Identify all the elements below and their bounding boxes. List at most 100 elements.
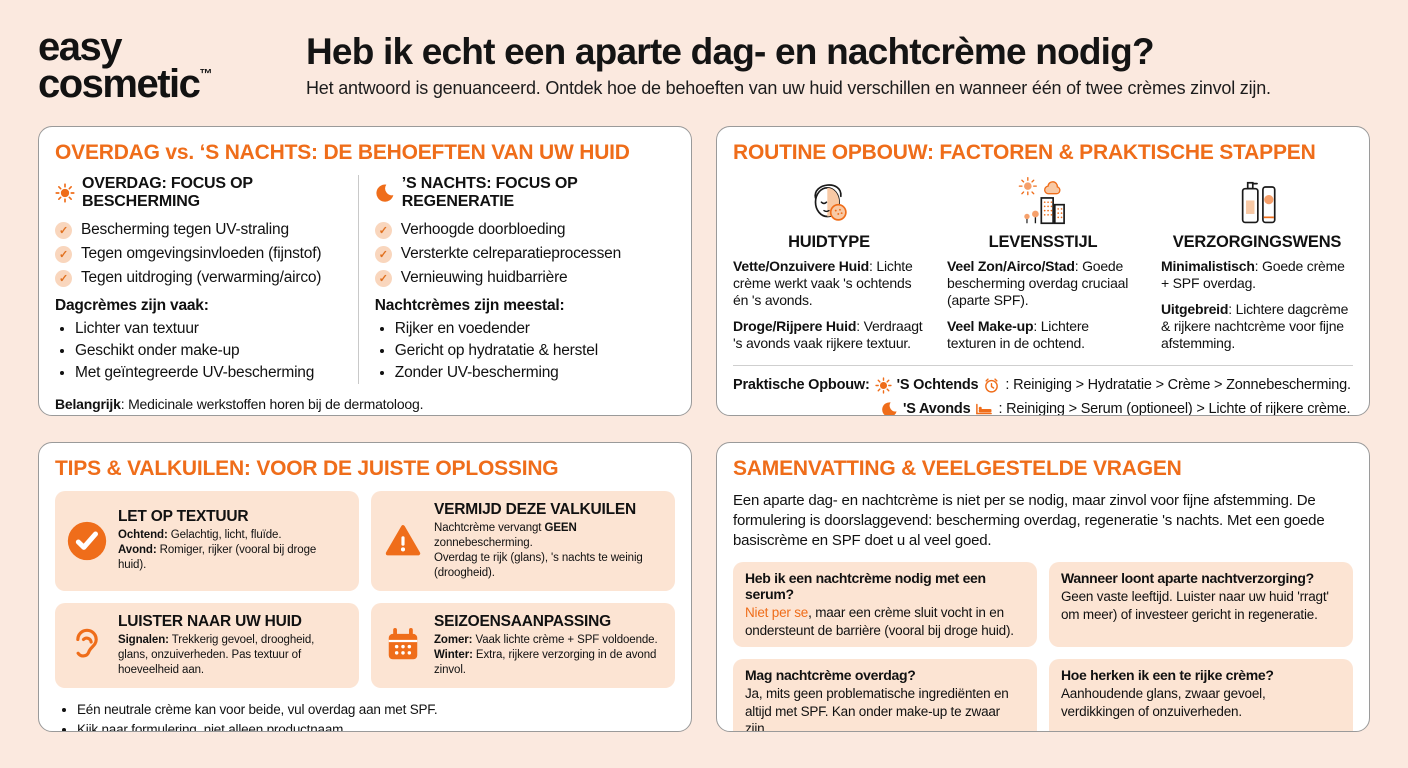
list-item: ✓ Bescherming tegen UV-straling — [55, 221, 344, 239]
page-subtitle: Het antwoord is genuanceerd. Ontdek hoe … — [306, 78, 1271, 99]
sun-icon — [874, 377, 892, 395]
header-text: Heb ik echt een aparte dag- en nachtcrèm… — [306, 30, 1370, 100]
check-icon: ✓ — [55, 221, 72, 239]
factor-paragraph: Droge/Rijpere Huid: Verdraagt 's avonds … — [733, 318, 923, 352]
moon-icon — [375, 183, 395, 203]
faq-item: Heb ik een nachtcrème nodig met een seru… — [733, 562, 1037, 648]
day-list-title: Dagcrèmes zijn vaak: — [55, 297, 209, 314]
faq-question: Wanneer loont aparte nachtverzorging? — [1061, 570, 1314, 587]
list-item: Zonder UV-bescherming — [395, 362, 675, 384]
factor-carewish: VERZORGINGSWENS Minimalistisch: Goede cr… — [1161, 175, 1353, 361]
list-item: ✓ Versterkte celreparatieprocessen — [374, 245, 675, 263]
evening-routine: 'S Avonds : Reiniging > Serum (optioneel… — [881, 398, 1353, 415]
day-heading: OVERDAG: FOCUS OP BESCHERMING — [55, 175, 344, 211]
practical-steps: Praktische Opbouw: 'S Ochtends : Reinigi… — [733, 374, 1353, 415]
factor-lifestyle: LEVENSSTIJL Veel Zon/Airco/Stad: Goede b… — [947, 175, 1139, 361]
factor-paragraph: Uitgebreid: Lichtere dagcrème & rijkere … — [1161, 301, 1349, 352]
list-item: ✓ Tegen uitdroging (verwarming/airco) — [55, 269, 344, 287]
factor-paragraph: Minimalistisch: Goede crème + SPF overda… — [1161, 258, 1345, 292]
card4-title: SAMENVATTING & VEELGESTELDE VRAGEN — [733, 457, 1182, 480]
night-list-title: Nachtcrèmes zijn meestal: — [374, 297, 565, 314]
brand-logo: easy cosmetic™ — [38, 25, 270, 104]
tip-line: Signalen: Trekkerig gevoel, droogheid, g… — [118, 633, 315, 676]
card3-title: TIPS & VALKUILEN: VOOR DE JUISTE OPLOSSI… — [55, 457, 559, 480]
list-item: ✓ Verhoogde doorbloeding — [374, 221, 675, 239]
calendar-icon — [383, 626, 423, 664]
bed-icon — [975, 400, 993, 415]
check-icon: ✓ — [374, 221, 392, 239]
tip-line: Nachtcrème vervangt GEEN zonnebeschermin… — [434, 522, 577, 549]
divider — [733, 365, 1353, 367]
page-title: Heb ik echt een aparte dag- en nachtcrèm… — [306, 30, 1155, 72]
face-icon — [733, 175, 925, 231]
factor-skintype: HUIDTYPE Vette/Onzuivere Huid: Lichte cr… — [733, 175, 925, 361]
list-item: Gericht op hydratatie & herstel — [395, 340, 675, 362]
tip-season-box: SEIZOENSAANPASSING Zomer: Vaak lichte cr… — [371, 602, 675, 688]
tip-texture-box: LET OP TEXTUUR Ochtend: Gelachtig, licht… — [55, 491, 359, 591]
warning-icon — [383, 522, 423, 560]
factor-paragraph: Veel Make-up: Lichtere texturen in de oc… — [947, 318, 1089, 352]
tip-text: LET OP TEXTUUR Ochtend: Gelachtig, licht… — [118, 508, 347, 573]
factor-title: LEVENSSTIJL — [988, 233, 1098, 251]
faq-answer: Niet per se, maar een crème sluit vocht … — [745, 605, 1014, 638]
tip-listen-box: LUISTER NAAR UW HUID Signalen: Trekkerig… — [55, 602, 359, 688]
list-item: ✓ Vernieuwing huidbarrière — [374, 269, 675, 287]
factor-columns: HUIDTYPE Vette/Onzuivere Huid: Lichte cr… — [733, 175, 1353, 361]
faq-question: Hoe herken ik een te rijke crème? — [1061, 667, 1274, 684]
tip-text: LUISTER NAAR UW HUID Signalen: Trekkerig… — [118, 613, 347, 678]
factor-title: VERZORGINGSWENS — [1172, 233, 1342, 251]
factor-paragraph: Vette/Onzuivere Huid: Lichte crème werkt… — [733, 258, 913, 309]
alarm-clock-icon — [983, 377, 1000, 394]
night-heading-label: ’S NACHTS: FOCUS OP REGENERATIE — [401, 175, 578, 210]
faq-question: Heb ik een nachtcrème nodig met een seru… — [745, 570, 986, 603]
brand-line1: easy — [38, 25, 122, 70]
sun-icon — [55, 183, 75, 203]
summary-paragraph: Een aparte dag- en nachtcrème is niet pe… — [733, 492, 1325, 550]
list-item: Eén neutrale crème kan voor beide, vul o… — [77, 700, 675, 720]
morning-routine: Praktische Opbouw: 'S Ochtends : Reinigi… — [733, 377, 1351, 395]
list-item: Lichter van textuur — [75, 318, 344, 340]
night-heading: ’S NACHTS: FOCUS OP REGENERATIE — [375, 175, 675, 211]
day-column: OVERDAG: FOCUS OP BESCHERMING ✓ Beschermi… — [55, 175, 359, 384]
faq-item: Hoe herken ik een te rijke crème? Aanhou… — [1049, 659, 1353, 731]
day-heading-label: OVERDAG: FOCUS OP BESCHERMING — [82, 175, 253, 210]
card1-title: OVERDAG vs. ‘S NACHTS: DE BEHOEFTEN VAN … — [55, 141, 630, 164]
list-item: Rijker en voedender — [395, 318, 675, 340]
tip-line: Winter: Extra, rijkere verzorging in de … — [434, 648, 657, 676]
card1-columns: OVERDAG: FOCUS OP BESCHERMING ✓ Beschermi… — [55, 175, 675, 384]
check-icon: ✓ — [374, 269, 392, 287]
faq-answer: Aanhoudende glans, zwaar gevoel, verdikk… — [1061, 686, 1266, 719]
tip-line: Overdag te rijk (glans), 's nachts te we… — [434, 551, 643, 579]
cosmetics-bottles-icon — [1161, 175, 1353, 231]
tip-boxes: LET OP TEXTUUR Ochtend: Gelachtig, licht… — [55, 491, 675, 688]
list-item: Met geïntegreerde UV-bescherming — [75, 362, 344, 384]
moon-icon — [881, 401, 898, 415]
card-grid: OVERDAG vs. ‘S NACHTS: DE BEHOEFTEN VAN … — [38, 126, 1370, 732]
faq-question: Mag nachtcrème overdag? — [745, 667, 916, 684]
factor-paragraph: Veel Zon/Airco/Stad: Goede bescherming o… — [947, 258, 1129, 309]
check-icon: ✓ — [374, 245, 392, 263]
list-item: ✓ Tegen omgevingsinvloeden (fijnstof) — [55, 245, 344, 263]
faq-answer: Ja, mits geen problematische ingrediënte… — [745, 686, 1009, 732]
card-day-vs-night: OVERDAG vs. ‘S NACHTS: DE BEHOEFTEN VAN … — [38, 126, 692, 416]
city-sun-icon — [947, 175, 1139, 231]
ear-icon — [67, 626, 107, 664]
factor-title: HUIDTYPE — [788, 233, 870, 251]
list-item: Geschikt onder make-up — [75, 340, 344, 362]
tip-line: Avond: Romiger, rijker (vooral bij droge… — [118, 544, 317, 572]
tip-line: Ochtend: Gelachtig, licht, fluïde. — [118, 529, 282, 542]
tips-bullet-list: Eén neutrale crème kan voor beide, vul o… — [77, 700, 675, 731]
faq-boxes: Heb ik een nachtcrème nodig met een seru… — [733, 562, 1353, 732]
page-header: easy cosmetic™ Heb ik echt een aparte da… — [38, 0, 1370, 126]
check-icon: ✓ — [55, 245, 72, 263]
faq-item: Mag nachtcrème overdag? Ja, mits geen pr… — [733, 659, 1037, 732]
trademark-symbol: ™ — [199, 66, 213, 81]
night-column: ’S NACHTS: FOCUS OP REGENERATIE ✓ Verhoog… — [359, 175, 675, 384]
card-routine: ROUTINE OPBOUW: FACTOREN & PRAKTISCHE ST… — [716, 126, 1370, 416]
tip-text: VERMIJD DEZE VALKUILEN Nachtcrème vervan… — [434, 501, 663, 581]
tip-pitfalls-box: VERMIJD DEZE VALKUILEN Nachtcrème vervan… — [371, 491, 675, 591]
faq-item: Wanneer loont aparte nachtverzorging? Ge… — [1049, 562, 1353, 648]
check-icon: ✓ — [55, 269, 72, 287]
card2-title: ROUTINE OPBOUW: FACTOREN & PRAKTISCHE ST… — [733, 141, 1316, 164]
